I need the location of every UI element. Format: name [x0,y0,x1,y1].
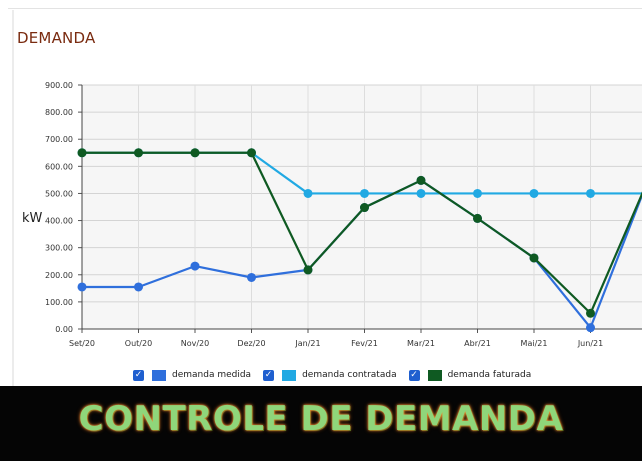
x-tick-label: Abr/21 [464,339,491,348]
data-point [360,188,369,198]
legend-checkbox[interactable]: ✓ [133,369,144,381]
data-point [134,148,143,158]
y-tick-label: 300.00 [45,244,73,253]
x-tick-label: Jan/21 [294,339,320,348]
chart-panel: DEMANDA 0.00 100.00 200.00 300.00 400.00 500.… [8,8,642,386]
x-tick-label: Mai/21 [521,339,548,348]
data-point [416,175,426,185]
data-point [190,148,200,158]
y-tick-label: 600.00 [45,162,73,171]
legend-swatch [152,369,166,381]
data-point [77,282,87,292]
x-tick-label: Out/20 [125,339,152,348]
page-title: DEMANDA [17,29,96,47]
data-point [303,265,313,275]
legend-swatch [282,369,297,381]
data-point [473,213,482,223]
data-point [529,253,539,263]
data-point [586,323,595,333]
legend-label: demanda faturada [447,370,532,380]
legend-checkbox[interactable]: ✓ [263,369,275,381]
legend-label: demanda contratada [302,370,397,380]
legend-item[interactable]: ✓ demanda medida [133,369,252,381]
data-point [586,308,595,318]
data-point [586,188,595,198]
data-point [529,188,539,198]
demand-line-chart: 0.00 100.00 200.00 300.00 400.00 500.00 600.00… [22,81,642,348]
data-point [77,148,87,158]
y-tick-label: 400.00 [45,217,73,226]
data-point [416,188,426,198]
legend-item[interactable]: ✓ demanda contratada [263,369,397,381]
x-tick-label: Set/20 [69,339,95,348]
title-banner: CONTROLE DE DEMANDA [0,386,642,461]
panel-left-border [12,10,14,386]
data-point [134,282,143,292]
data-point [360,203,369,213]
banner-title: CONTROLE DE DEMANDA [78,398,564,439]
y-tick-label: 700.00 [45,135,73,144]
y-axis-label: kW [22,211,43,226]
data-point [303,188,313,198]
data-point [473,188,482,198]
y-tick-label: 800.00 [45,108,73,117]
y-tick-label: 500.00 [45,189,73,198]
x-tick-label: Dez/20 [237,339,265,348]
legend-label: demanda medida [172,370,252,380]
legend-swatch [427,369,442,381]
data-point [247,272,256,282]
data-point [247,148,256,158]
legend-checkbox[interactable]: ✓ [408,369,420,381]
y-tick-label: 200.00 [45,271,73,280]
x-tick-label: Mar/21 [407,339,435,348]
y-tick-label: 0.00 [55,325,73,334]
x-tick-label: Jun/21 [577,339,603,348]
panel-top-border [8,8,642,9]
chart-legend: ✓ demanda medida ✓ demanda contratada ✓ deman… [133,366,543,384]
data-point [190,261,200,271]
y-tick-label: 100.00 [45,298,73,307]
x-tick-label: Nov/20 [181,339,210,348]
y-tick-label: 900.00 [45,81,73,90]
x-tick-label: Fev/21 [351,339,378,348]
legend-item[interactable]: ✓ demanda faturada [408,369,532,381]
